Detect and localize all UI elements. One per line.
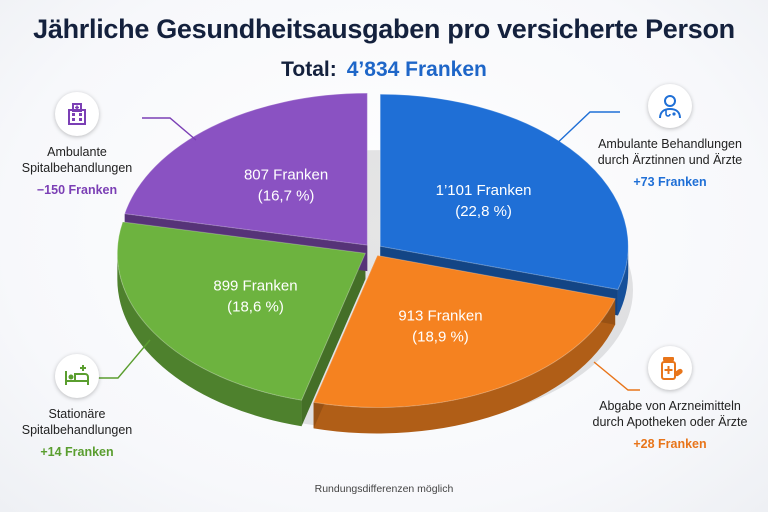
label-ambulant-aerzte-line2: durch Ärztinnen und Ärzte [597, 153, 743, 167]
chart-subtitle: Total: 4’834 Franken [0, 58, 768, 82]
pie-tops: 1’101 Franken (22,8 %) 913 Franken (18,9 %)… [116, 92, 629, 408]
chart-title: Jährliche Gesundheitsausgaben pro versic… [33, 14, 735, 44]
slice-stationaer [116, 221, 367, 401]
callout-ambulant-spital: Ambulante Spitalbehandlungen −150 Franke… [12, 92, 142, 198]
slice-percent-label: (18,9 %) [412, 328, 469, 345]
slice-value-label: 1’101 Franken [436, 182, 532, 199]
total-value: 4’834 Franken [346, 58, 487, 81]
slice-ambulant_spital [123, 92, 368, 246]
label-stationaer-line2: Spitalbehandlungen [21, 423, 133, 437]
hospital-building-icon [55, 92, 99, 136]
change-arzneimittel: +28 Franken [633, 437, 707, 451]
slice-ambulant_aerzte [379, 93, 629, 291]
label-ambulant-aerzte-line1: Ambulante Behandlungen [598, 137, 742, 151]
slice-percent-label: (16,7 %) [258, 188, 315, 205]
slice-value-label: 899 Franken [213, 278, 297, 295]
change-stationaer: +14 Franken [40, 445, 114, 459]
total-label: Total: [281, 58, 337, 81]
slice-arzneimittel [312, 254, 616, 408]
callout-ambulant-aerzte: Ambulante Behandlungen durch Ärztinnen u… [580, 84, 760, 190]
slice-value-label: 807 Franken [244, 167, 328, 184]
slice-value-label: 913 Franken [398, 307, 482, 324]
label-arzneimittel-line1: Abgabe von Arzneimitteln [599, 399, 741, 413]
slice-side-stationaer [117, 253, 302, 427]
change-ambulant-aerzte: +73 Franken [633, 175, 707, 189]
leader-line-arzneimittel [593, 361, 640, 391]
slice-side-ambulant_aerzte [617, 246, 629, 316]
callout-arzneimittel: Abgabe von Arzneimitteln durch Apotheken… [580, 346, 760, 452]
label-stationaer-line1: Stationäre [48, 407, 106, 421]
medicine-icon [648, 346, 692, 390]
leader-line-ambulant_aerzte [551, 111, 620, 149]
slice-percent-label: (18,6 %) [227, 299, 284, 316]
hospital-bed-icon [55, 354, 99, 398]
slice-edge-stationaer-0 [301, 253, 366, 427]
slice-side-arzneimittel [313, 298, 616, 434]
footnote: Rundungsdifferenzen möglich [314, 483, 454, 495]
leader-line-ambulant_spital [142, 117, 197, 141]
label-ambulant-spital-line1: Ambulante [47, 145, 107, 159]
label-arzneimittel-line2: durch Apotheken oder Ärzte [592, 415, 748, 429]
slice-percent-label: (22,8 %) [455, 203, 512, 220]
callout-stationaer: Stationäre Spitalbehandlungen +14 Franke… [12, 354, 142, 460]
change-ambulant-spital: −150 Franken [36, 183, 118, 197]
label-ambulant-spital-line2: Spitalbehandlungen [21, 161, 133, 175]
leader-line-stationaer [96, 339, 151, 379]
doctor-icon [648, 84, 692, 128]
